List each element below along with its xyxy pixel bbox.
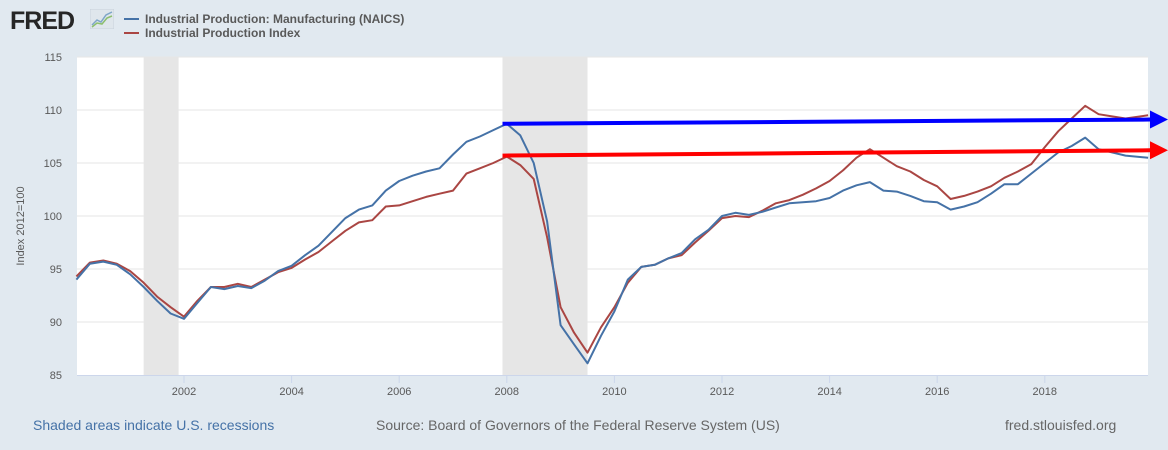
x-tick-label: 2004 <box>279 386 303 398</box>
x-tick-label: 2002 <box>172 386 196 398</box>
legend-label-manufacturing: Industrial Production: Manufacturing (NA… <box>145 12 405 26</box>
x-tick-label: 2016 <box>925 386 949 398</box>
x-tick-label: 2010 <box>602 386 626 398</box>
x-tick-label: 2006 <box>387 386 411 398</box>
legend-swatch-ip-index <box>124 32 139 34</box>
legend-swatch-manufacturing <box>124 18 139 20</box>
series-line-manufacturing <box>75 122 1149 365</box>
legend-label-ip-index: Industrial Production Index <box>145 26 301 40</box>
arrowhead-blue-icon <box>1150 110 1168 129</box>
y-tick-label: 110 <box>44 105 62 117</box>
fred-logo[interactable]: FRED <box>10 7 75 35</box>
source-text: Source: Board of Governors of the Federa… <box>376 417 780 433</box>
recession-note-link[interactable]: Shaded areas indicate U.S. recessions <box>33 417 275 433</box>
annotation-arrow-blue <box>502 117 1151 126</box>
y-tick-label: 90 <box>50 317 62 329</box>
x-tick-label: 2014 <box>817 386 841 398</box>
y-tick-label: 95 <box>50 264 62 276</box>
legend-item-ip-index[interactable]: Industrial Production Index <box>124 26 404 40</box>
x-tick-label: 2008 <box>495 386 519 398</box>
line-chart-icon <box>90 9 114 29</box>
annotation-arrow-red <box>502 148 1151 158</box>
y-tick-label: 100 <box>44 211 62 223</box>
arrowhead-red-icon <box>1150 141 1168 160</box>
y-tick-label: 105 <box>44 158 62 170</box>
chart-legend: Industrial Production: Manufacturing (NA… <box>124 12 404 40</box>
y-tick-label: 115 <box>44 52 62 64</box>
x-tick-label: 2012 <box>710 386 734 398</box>
x-tick-label: 2018 <box>1033 386 1057 398</box>
legend-item-manufacturing[interactable]: Industrial Production: Manufacturing (NA… <box>124 12 404 26</box>
y-tick-label: 85 <box>50 370 62 382</box>
site-link[interactable]: fred.stlouisfed.org <box>1005 417 1117 433</box>
